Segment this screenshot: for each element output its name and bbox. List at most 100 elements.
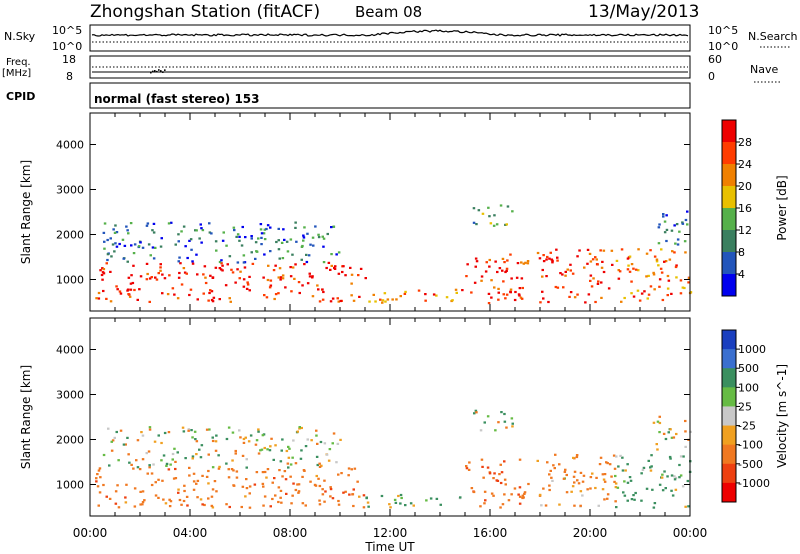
echo-cell xyxy=(162,454,166,457)
echo-cell xyxy=(465,467,469,470)
echo-cell xyxy=(477,209,481,212)
colorbar-tick-label: 500 xyxy=(738,362,759,375)
echo-cell xyxy=(650,454,653,457)
x-tick-label: 12:00 xyxy=(373,526,408,540)
echo-cell xyxy=(330,226,333,229)
echo-cell xyxy=(95,297,98,300)
echo-cell xyxy=(295,240,298,243)
echo-cell xyxy=(115,245,119,248)
echo-cell xyxy=(184,245,187,248)
echo-cell xyxy=(194,438,197,441)
echo-cell xyxy=(279,496,282,499)
echo-cell xyxy=(248,492,251,495)
echo-cell xyxy=(682,455,685,458)
echo-cell xyxy=(510,493,513,496)
echo-cell xyxy=(318,484,322,488)
echo-cell xyxy=(540,504,543,507)
echo-cell xyxy=(292,482,295,485)
echo-cell xyxy=(157,496,160,499)
echo-cell xyxy=(339,438,342,441)
echo-cell xyxy=(294,488,298,492)
echo-cell xyxy=(108,497,112,500)
echo-cell xyxy=(177,491,180,494)
echo-cell xyxy=(277,239,280,242)
echo-cell xyxy=(102,483,105,487)
echo-cell xyxy=(102,453,106,457)
echo-cell xyxy=(241,454,245,457)
echo-cell xyxy=(102,231,106,234)
echo-cell xyxy=(116,288,119,291)
colorbar-swatch xyxy=(722,406,736,427)
echo-cell xyxy=(493,286,496,289)
echo-cell xyxy=(614,486,618,489)
echo-cell xyxy=(684,251,687,254)
echo-cell xyxy=(119,429,123,432)
colorbar-swatch xyxy=(722,463,736,484)
echo-cell xyxy=(261,471,265,474)
echo-cell xyxy=(155,278,159,281)
echo-cell xyxy=(318,465,322,468)
echo-cell xyxy=(233,229,236,232)
echo-cell xyxy=(518,458,522,461)
echo-cell xyxy=(357,274,360,277)
echo-cell xyxy=(133,505,137,508)
echo-cell xyxy=(661,298,665,302)
echo-cell xyxy=(515,276,519,279)
echo-cell xyxy=(569,263,572,266)
echo-cell xyxy=(561,273,564,276)
echo-cell xyxy=(505,269,508,272)
echo-cell xyxy=(597,504,600,507)
echo-cell xyxy=(488,472,492,475)
echo-cell xyxy=(125,483,128,486)
echo-cell xyxy=(352,504,355,508)
echo-cell xyxy=(465,275,468,278)
echo-cell xyxy=(217,454,220,457)
echo-cell xyxy=(277,276,280,279)
echo-cell xyxy=(119,292,123,295)
echo-cell xyxy=(572,475,576,478)
echo-cell xyxy=(214,440,218,443)
echo-cell xyxy=(327,459,331,462)
echo-cell xyxy=(95,480,98,483)
echo-cell xyxy=(101,278,104,281)
echo-cell xyxy=(146,472,149,475)
echo-cell xyxy=(302,234,305,237)
echo-cell xyxy=(257,452,261,455)
echo-cell xyxy=(647,459,650,462)
echo-cell xyxy=(595,476,598,479)
echo-cell xyxy=(127,293,130,296)
echo-cell xyxy=(614,482,618,485)
echo-cell xyxy=(474,409,478,412)
echo-cell xyxy=(97,291,101,295)
echo-cell xyxy=(565,491,569,494)
echo-cell xyxy=(614,500,617,503)
echo-cell xyxy=(348,493,351,496)
echo-cell xyxy=(488,258,491,262)
echo-cell xyxy=(147,243,151,246)
echo-cell xyxy=(549,469,552,472)
echo-cell xyxy=(331,442,334,445)
echo-cell xyxy=(555,248,558,251)
echo-cell xyxy=(109,300,113,303)
echo-cell xyxy=(552,464,555,467)
echo-cell xyxy=(358,495,361,498)
nave-label: Nave xyxy=(750,63,778,76)
echo-cell xyxy=(321,493,325,496)
echo-cell xyxy=(501,269,504,272)
echo-cell xyxy=(317,288,320,291)
echo-cell xyxy=(232,469,235,472)
echo-cell xyxy=(628,255,632,258)
echo-cell xyxy=(649,466,652,469)
echo-cell xyxy=(106,253,110,256)
echo-cell xyxy=(208,231,212,234)
echo-cell xyxy=(315,429,318,432)
echo-cell xyxy=(177,276,181,279)
echo-cell xyxy=(171,458,174,461)
echo-cell xyxy=(169,463,172,466)
echo-cell xyxy=(188,474,191,477)
freq-dot xyxy=(160,70,162,72)
echo-cell xyxy=(205,428,209,431)
echo-cell xyxy=(353,467,357,470)
echo-cell xyxy=(268,449,272,452)
echo-cell xyxy=(126,436,129,439)
